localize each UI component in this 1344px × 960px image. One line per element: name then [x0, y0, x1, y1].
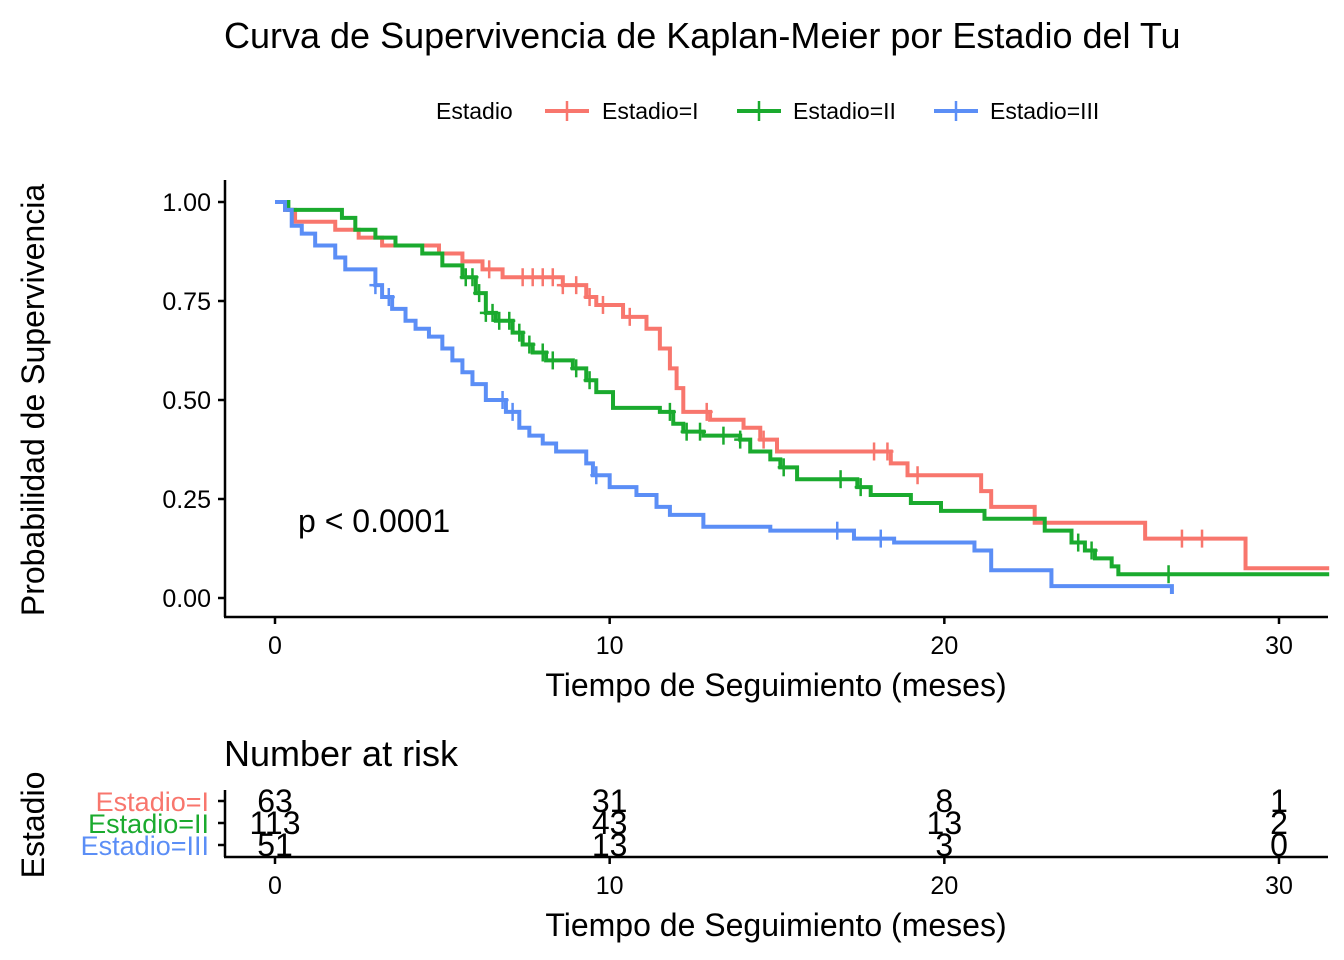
survival-curve: [275, 200, 1330, 577]
survival-curve: [275, 200, 1174, 595]
risk-y-axis-label: Estadio: [15, 772, 51, 879]
risk-row: Estadio=III 51 13 3 0: [81, 827, 1288, 863]
risk-count: 63: [257, 783, 293, 819]
y-tick-label: 0.50: [162, 387, 211, 415]
risk-x-tick-label: 0: [268, 872, 282, 900]
x-tick-label: 20: [930, 632, 958, 660]
series-estadio-ii: [275, 200, 1330, 584]
x-axis-label: Tiempo de Seguimiento (meses): [545, 667, 1006, 703]
legend: Estadio Estadio=I Estadio=II Estadio=III: [436, 98, 1099, 124]
risk-x-tick-label: 30: [1265, 872, 1293, 900]
risk-x-axis-label: Tiempo de Seguimiento (meses): [545, 907, 1006, 943]
risk-count: 2: [1270, 805, 1288, 841]
survival-curve: [275, 200, 1330, 571]
legend-item: Estadio=II: [737, 98, 896, 124]
legend-item: Estadio=I: [545, 98, 699, 124]
risk-row: Estadio=I 63 31 8 1: [96, 783, 1288, 819]
y-tick-label: 0.00: [162, 585, 211, 613]
risk-table-title: Number at risk: [224, 733, 459, 774]
risk-count: 8: [935, 783, 953, 819]
risk-count: 113: [249, 805, 300, 841]
risk-count: 43: [592, 805, 628, 841]
y-tick-label: 0.25: [162, 486, 211, 514]
chart-title: Curva de Supervivencia de Kaplan-Meier p…: [224, 15, 1181, 56]
risk-row-label: Estadio=I: [96, 787, 209, 817]
y-tick-label: 1.00: [162, 189, 211, 217]
y-axis-label: Probabilidad de Supervivencia: [15, 184, 51, 616]
risk-count: 31: [592, 783, 628, 819]
risk-count: 3: [935, 827, 953, 863]
risk-x-tick-label: 10: [596, 872, 624, 900]
risk-row-label: Estadio=III: [81, 831, 209, 861]
legend-item: Estadio=III: [934, 98, 1099, 124]
plot-area: 0.000.250.500.751.00 0 10 20 30 p < 0.0001 …: [15, 180, 1330, 703]
x-tick-label: 30: [1265, 632, 1293, 660]
risk-count: 13: [927, 805, 963, 841]
x-tick-label: 10: [596, 632, 624, 660]
legend-label: Estadio=I: [602, 98, 699, 124]
legend-label: Estadio=II: [793, 98, 896, 124]
risk-count: 1: [1270, 783, 1288, 819]
risk-count: 0: [1270, 827, 1288, 863]
legend-title: Estadio: [436, 98, 513, 124]
x-tick-label: 0: [268, 632, 282, 660]
risk-row: Estadio=II 113 43 13 2: [88, 805, 1288, 841]
p-value-annotation: p < 0.0001: [298, 503, 450, 539]
risk-row-label: Estadio=II: [88, 809, 209, 839]
y-tick-label: 0.75: [162, 288, 211, 316]
risk-table: Number at risk Estadio=I 63 31 8 1Estadio=II…: [15, 733, 1328, 943]
series-estadio-iii: [275, 200, 1174, 595]
risk-x-tick-label: 20: [930, 872, 958, 900]
series-estadio-i: [275, 200, 1330, 571]
legend-label: Estadio=III: [990, 98, 1099, 124]
